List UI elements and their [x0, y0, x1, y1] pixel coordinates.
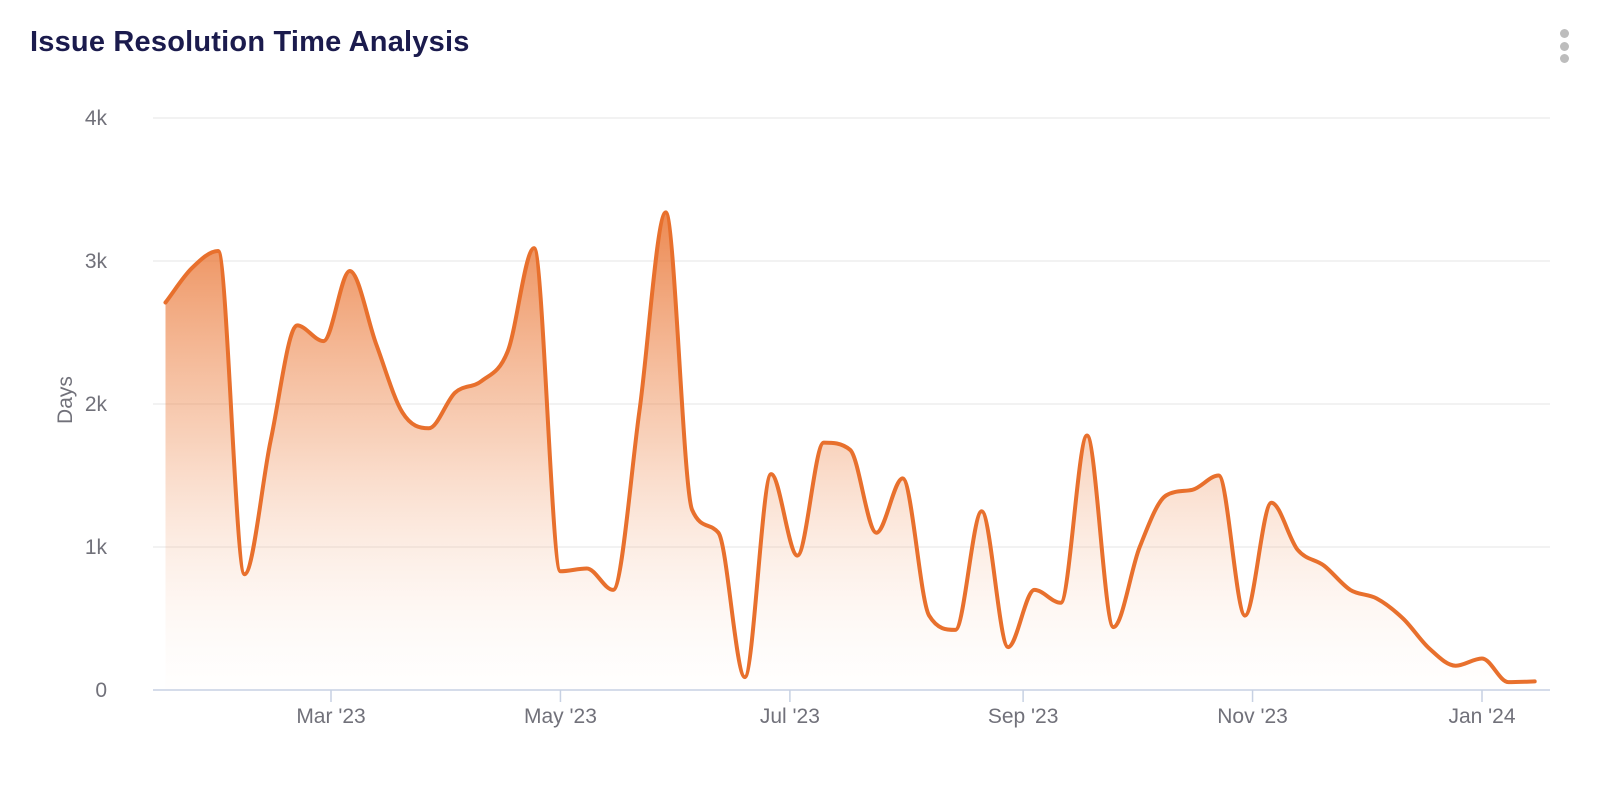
kebab-menu-icon	[1559, 29, 1569, 63]
x-tick-label: Jan '24	[1448, 705, 1515, 728]
x-tick-label: Mar '23	[296, 705, 365, 728]
x-tick-label: Nov '23	[1217, 705, 1288, 728]
kebab-dot	[1559, 41, 1569, 51]
chart-title: Issue Resolution Time Analysis	[30, 26, 470, 58]
x-tick-label: Jul '23	[760, 705, 820, 728]
y-tick-label: 2k	[85, 393, 108, 416]
card-header: Issue Resolution Time Analysis	[0, 0, 1600, 78]
y-tick-label: 1k	[85, 536, 108, 559]
x-tick-label: May '23	[524, 705, 597, 728]
y-axis: 0 1k 2k 3k 4k Days	[54, 107, 107, 702]
kebab-dot	[1559, 54, 1569, 63]
x-tick-label: Sep '23	[988, 705, 1059, 728]
y-axis-title: Days	[54, 376, 77, 424]
x-axis: Mar '23 May '23 Jul '23 Sep '23 Nov '23 Jan '…	[153, 689, 1550, 728]
kebab-dot	[1559, 29, 1569, 38]
more-options-button[interactable]	[1550, 20, 1578, 72]
y-tick-label: 3k	[85, 250, 108, 273]
y-tick-label: 4k	[85, 107, 108, 130]
y-tick-label: 0	[95, 679, 107, 702]
series-line[interactable]	[163, 210, 1537, 685]
